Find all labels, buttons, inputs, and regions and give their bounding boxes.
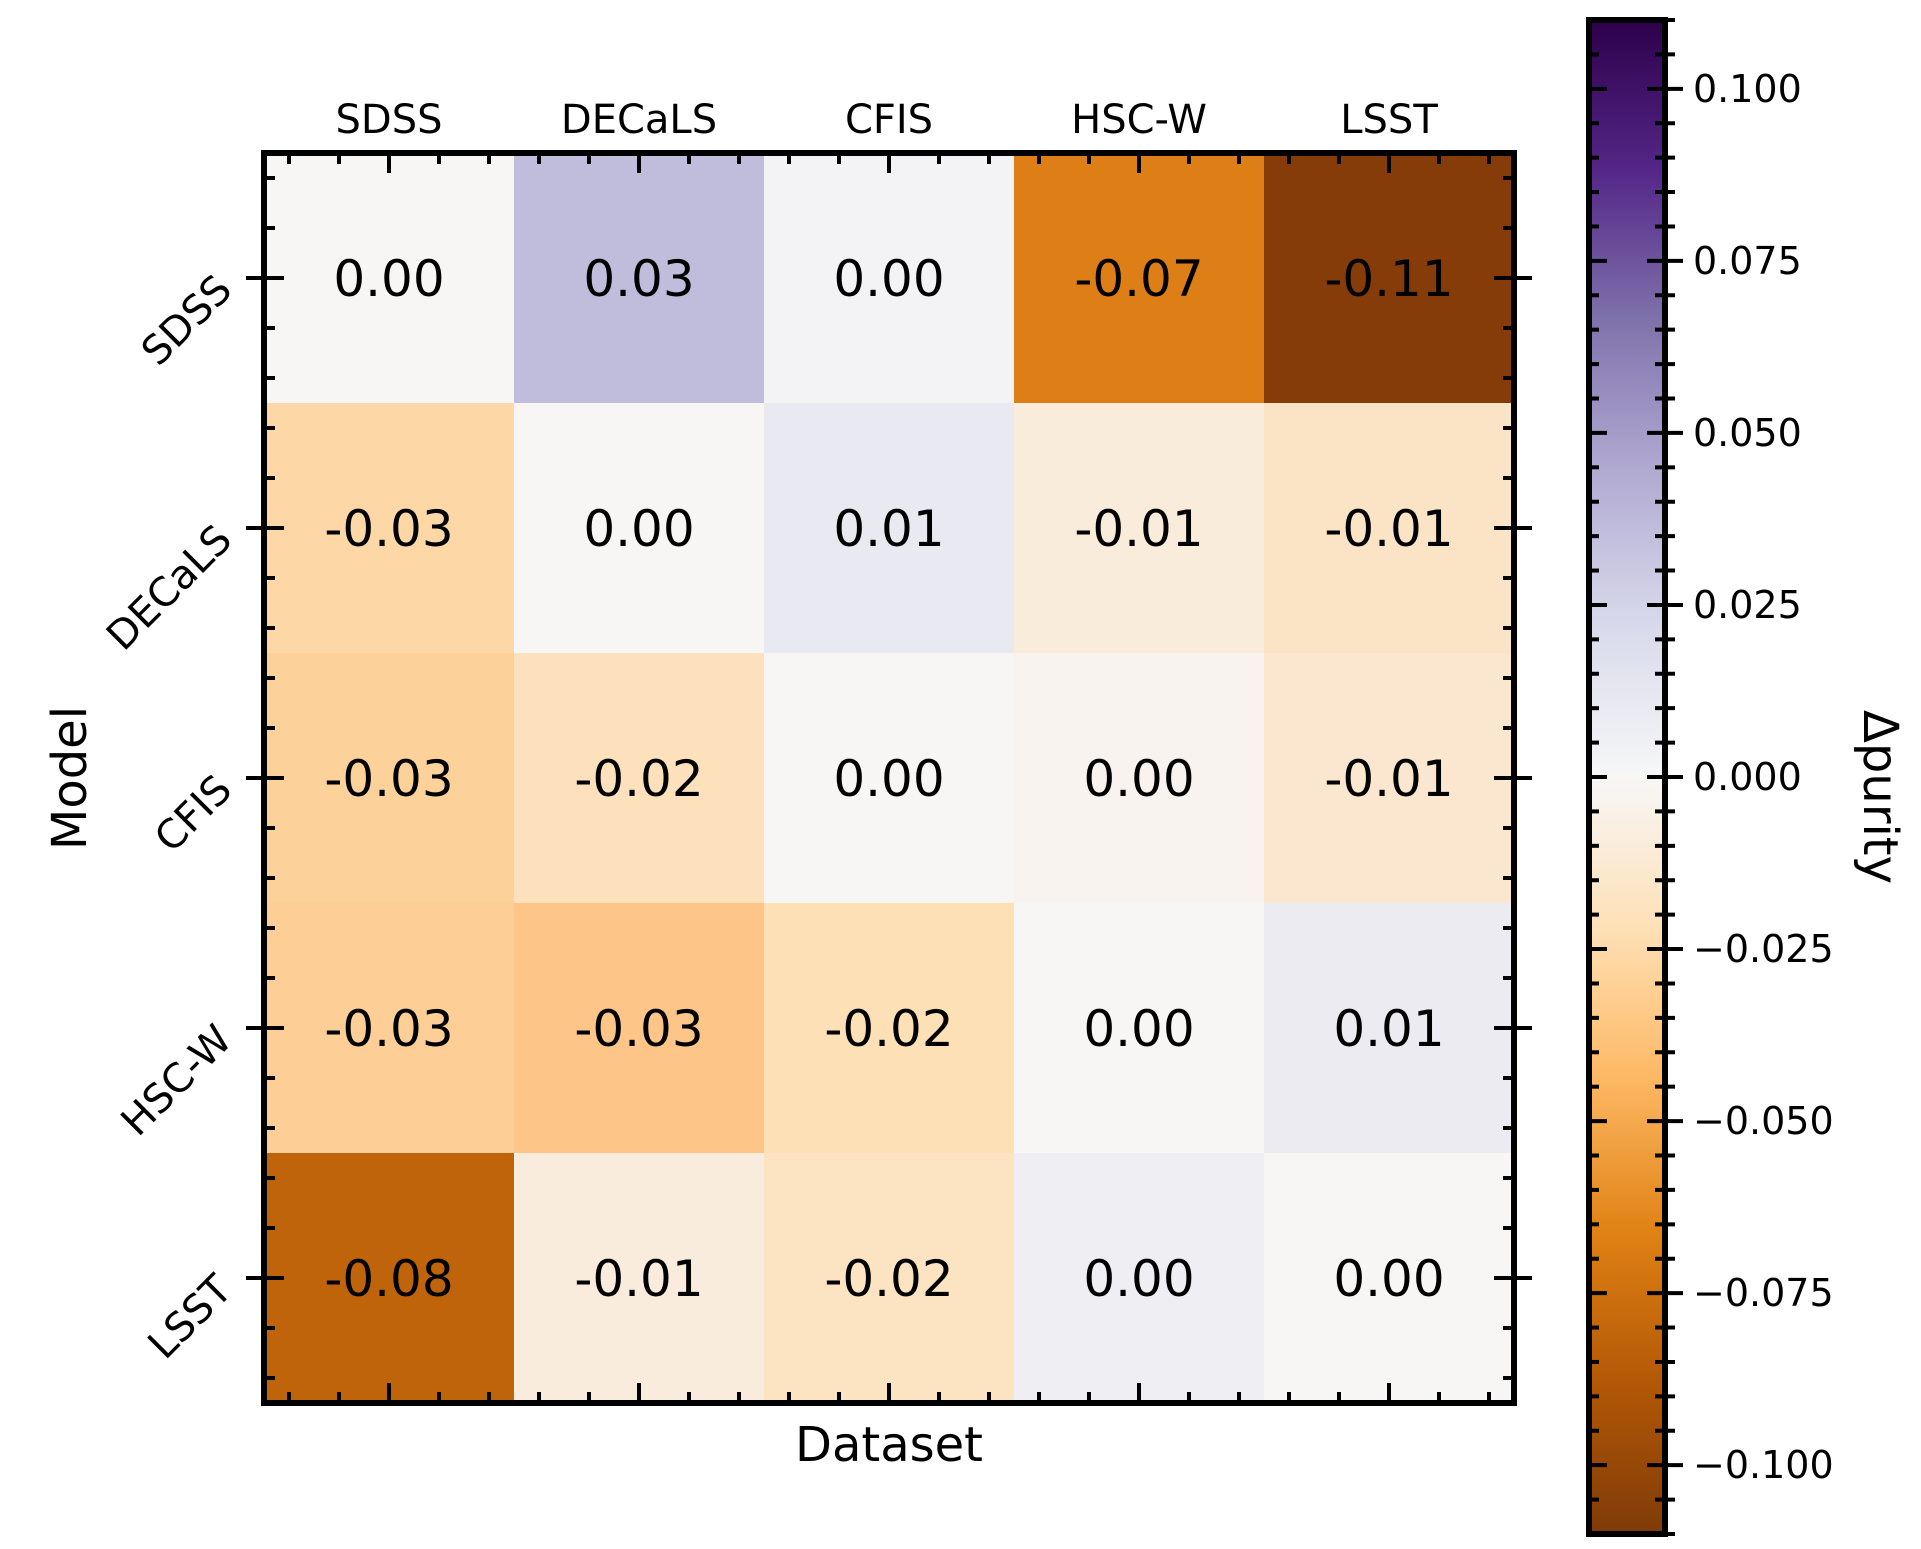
heatmap-cell xyxy=(514,153,765,404)
heatmap-cell xyxy=(1264,403,1515,654)
heatmap-cell xyxy=(1014,1153,1265,1404)
y-tick-label: HSC-W xyxy=(113,1017,242,1146)
heatmap-cell xyxy=(764,653,1015,904)
heatmap-cell-label: 0.00 xyxy=(1083,750,1194,808)
heatmap-cell-label: 0.01 xyxy=(1333,1000,1444,1058)
heatmap-cell-label: 0.00 xyxy=(833,250,944,308)
heatmap-cell xyxy=(1014,903,1265,1154)
heatmap-cell-label: -0.02 xyxy=(824,1000,953,1058)
heatmap-cell xyxy=(764,1153,1015,1404)
colorbar-frame xyxy=(1586,17,1668,1537)
x-tick-label: DECaLS xyxy=(561,97,717,143)
heatmap-cell xyxy=(264,903,515,1154)
colorbar-tick-label: 0.000 xyxy=(1693,755,1802,799)
heatmap-cell-label: -0.02 xyxy=(574,750,703,808)
colorbar-tick-label: 0.050 xyxy=(1693,411,1802,455)
heatmap-cell xyxy=(1264,903,1515,1154)
heatmap-cell-labels: 0.00 0.03 0.00 -0.07 -0.11 -0.03 0.00 0.01 -0.01… xyxy=(324,250,1453,1308)
heatmap-cell xyxy=(514,1153,765,1404)
colorbar-tick-label: 0.025 xyxy=(1693,583,1802,627)
x-axis-title: Dataset xyxy=(795,1417,983,1473)
heatmap-cell-label: -0.03 xyxy=(324,500,453,558)
heatmap-cell xyxy=(514,653,765,904)
heatmap-cell xyxy=(764,403,1015,654)
colorbar-label: Δpurity xyxy=(1852,710,1908,884)
x-tick-label: LSST xyxy=(1340,97,1438,143)
heatmap-cell-label: -0.01 xyxy=(574,1250,703,1308)
heatmap-cell xyxy=(514,903,765,1154)
x-tick-label: SDSS xyxy=(336,97,443,143)
heatmap-cell-label: 0.00 xyxy=(1083,1250,1194,1308)
x-tick-label: HSC-W xyxy=(1071,97,1207,143)
heatmap-cell xyxy=(264,153,515,404)
heatmap-cell xyxy=(1264,153,1515,404)
x-tick-label: CFIS xyxy=(845,97,933,143)
heatmap-cell-label: -0.08 xyxy=(324,1250,453,1308)
y-tick-label: CFIS xyxy=(146,767,241,862)
heatmap-cell-label: 0.00 xyxy=(1083,1000,1194,1058)
colorbar-ticks: 0.100 0.075 0.050 0.025 0.000 −0.025 −0.050 −0.… xyxy=(1589,18,1834,1536)
heatmap-cell xyxy=(1264,653,1515,904)
heatmap-cell-label: -0.01 xyxy=(1074,500,1203,558)
heatmap-cell-label: 0.00 xyxy=(583,500,694,558)
heatmap-cell-label: 0.00 xyxy=(1333,1250,1444,1308)
heatmap-cell xyxy=(764,903,1015,1154)
x-tick-labels: SDSS DECaLS CFIS HSC-W LSST xyxy=(336,97,1439,143)
heatmap-cell-label: 0.00 xyxy=(833,750,944,808)
plot-frame xyxy=(261,150,1517,1406)
heatmap-cell-label: 0.00 xyxy=(333,250,444,308)
heatmap-cell-label: -0.11 xyxy=(1324,250,1453,308)
heatmap-cell xyxy=(1014,653,1265,904)
heatmap-cell xyxy=(1014,153,1265,404)
heatmap-cell-label: -0.02 xyxy=(824,1250,953,1308)
heatmap-cell xyxy=(1264,1153,1515,1404)
heatmap-cell xyxy=(764,153,1015,404)
y-tick-label: SDSS xyxy=(133,267,241,375)
heatmap-cell xyxy=(264,1153,515,1404)
heatmap-cell xyxy=(514,403,765,654)
heatmap-cell-label: -0.01 xyxy=(1324,500,1453,558)
y-tick-label: LSST xyxy=(140,1266,242,1368)
heatmap-cell-label: 0.03 xyxy=(583,250,694,308)
colorbar-tick-label: −0.050 xyxy=(1693,1099,1834,1143)
y-axis-title: Model xyxy=(42,706,98,850)
y-tick-labels: SDSS DECaLS CFIS HSC-W LSST xyxy=(98,267,241,1368)
heatmap-cell-label: -0.03 xyxy=(574,1000,703,1058)
y-tick-label: DECaLS xyxy=(98,517,241,660)
heatmap-cells xyxy=(264,153,1515,1404)
heatmap-cell xyxy=(264,403,515,654)
heatmap-cell-label: 0.01 xyxy=(833,500,944,558)
heatmap-cell xyxy=(1014,403,1265,654)
colorbar-tick-label: 0.100 xyxy=(1693,67,1802,111)
heatmap-cell-label: -0.07 xyxy=(1074,250,1203,308)
colorbar-tick-label: −0.075 xyxy=(1693,1271,1834,1315)
heatmap-cell xyxy=(264,653,515,904)
colorbar-tick-label: −0.100 xyxy=(1693,1443,1834,1487)
heatmap-cell-label: -0.03 xyxy=(324,750,453,808)
colorbar-tick-label: 0.075 xyxy=(1693,239,1802,283)
heatmap-cell-label: -0.01 xyxy=(1324,750,1453,808)
colorbar-tick-label: −0.025 xyxy=(1693,927,1834,971)
heatmap-cell-label: -0.03 xyxy=(324,1000,453,1058)
